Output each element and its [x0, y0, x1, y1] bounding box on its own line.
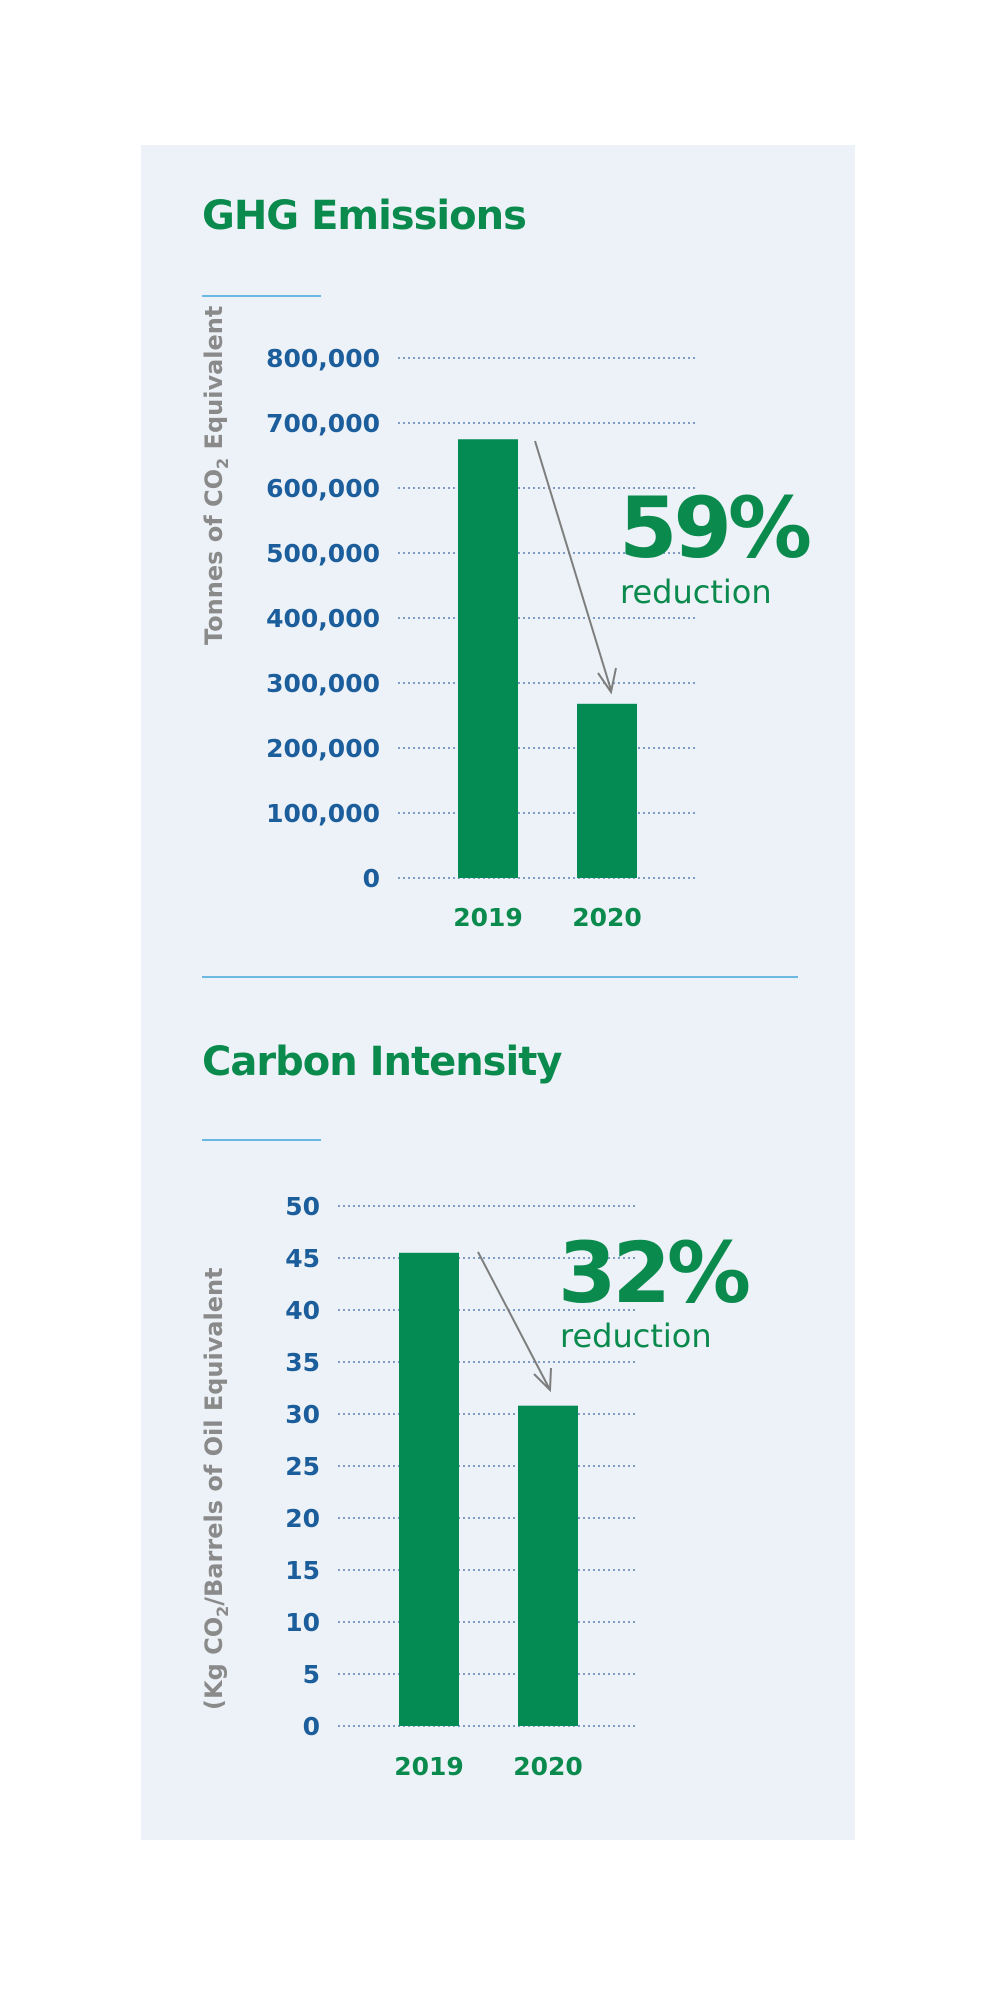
ghg-reduction-percent: 59%: [619, 479, 810, 577]
ci-reduction-percent: 32%: [558, 1224, 749, 1322]
ghg-reduction-arrowhead: [597, 667, 617, 695]
ghg-bars: [458, 439, 637, 878]
ghg-y-tick-label: 400,000: [266, 604, 380, 633]
ghg-y-tick-label: 300,000: [266, 669, 380, 698]
carbon-intensity-title-underline: [202, 1139, 321, 1141]
ghg-reduction-arrow: [534, 440, 612, 691]
ci-y-tick-label: 10: [285, 1608, 320, 1637]
ghg-y-tick-label: 700,000: [266, 409, 380, 438]
ci-y-tick-label: 45: [285, 1244, 320, 1273]
ci-y-tick-labels: 0 5 10 15 20 25 30 35 40 45 50: [285, 1192, 320, 1741]
ghg-y-tick-label: 200,000: [266, 734, 380, 763]
ghg-y-tick-label: 100,000: [266, 799, 380, 828]
ghg-y-tick-label: 800,000: [266, 344, 380, 373]
ci-y-tick-label: 20: [285, 1504, 320, 1533]
section-divider: [202, 976, 798, 978]
ghg-y-axis-title: Tonnes of CO2 Equivalent: [200, 306, 232, 645]
ci-y-tick-label: 15: [285, 1556, 320, 1585]
ci-y-tick-label: 30: [285, 1400, 320, 1429]
ci-bar-2020: [518, 1405, 578, 1726]
ghg-bar-2019: [458, 439, 518, 878]
ci-y-tick-label: 25: [285, 1452, 320, 1481]
ci-gridlines: [338, 1205, 638, 1727]
carbon-intensity-title: Carbon Intensity: [202, 1039, 562, 1085]
ci-y-tick-label: 5: [303, 1660, 320, 1689]
ci-x-category-labels: 2019 2020: [394, 1752, 583, 1781]
ghg-bar-2020: [577, 703, 637, 878]
ghg-x-category-labels: 2019 2020: [453, 903, 642, 932]
ci-y-tick-label: 35: [285, 1348, 320, 1377]
ghg-reduction-label: reduction: [620, 573, 772, 611]
ci-reduction-arrow: [477, 1251, 550, 1389]
ci-bars: [399, 1252, 578, 1726]
ci-bar-2019: [399, 1252, 459, 1726]
ghg-x-category-label: 2019: [453, 903, 523, 932]
ci-y-tick-label: 40: [285, 1296, 320, 1325]
ghg-y-tick-label: 500,000: [266, 539, 380, 568]
ci-reduction-label: reduction: [560, 1317, 712, 1355]
ghg-emissions-title: GHG Emissions: [202, 193, 527, 239]
ghg-y-tick-label: 600,000: [266, 474, 380, 503]
ci-y-tick-label: 50: [285, 1192, 320, 1221]
ghg-gridlines: [398, 357, 698, 879]
ghg-x-category-label: 2020: [572, 903, 642, 932]
ci-y-tick-label: 0: [303, 1712, 320, 1741]
infographic-panel: [141, 145, 855, 1840]
ci-x-category-label: 2020: [513, 1752, 583, 1781]
ci-x-category-label: 2019: [394, 1752, 464, 1781]
ci-reduction-arrowhead: [533, 1367, 552, 1393]
ghg-title-underline: [202, 295, 321, 297]
ci-y-axis-title: (Kg CO2/Barrels of Oil Equivalent: [200, 1267, 232, 1710]
ghg-y-tick-labels: 0 100,000 200,000 300,000 400,000 500,000 600,…: [266, 344, 380, 893]
ghg-y-tick-label: 0: [363, 864, 380, 893]
